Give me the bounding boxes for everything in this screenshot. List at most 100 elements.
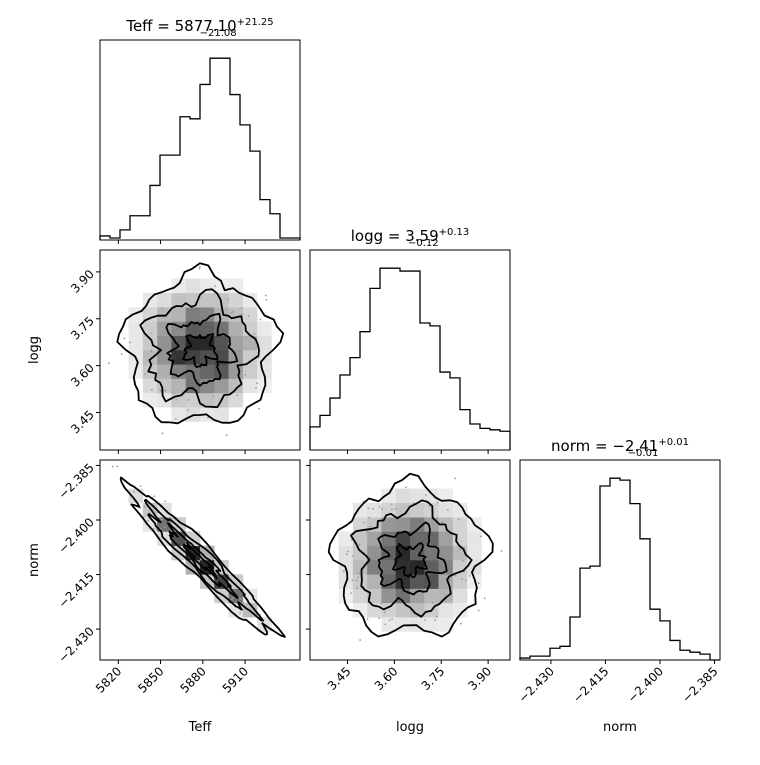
sample-point <box>120 353 123 355</box>
sample-point <box>477 582 480 585</box>
sample-point <box>412 502 415 505</box>
density-cell <box>185 392 201 408</box>
density-cell <box>452 517 468 532</box>
sample-point <box>372 508 374 510</box>
density-cell <box>142 307 158 322</box>
sample-point <box>391 508 394 511</box>
sample-point <box>164 500 167 503</box>
histogram-Teff <box>99 57 301 240</box>
density-cell <box>228 364 244 379</box>
y-axis-label: logg <box>27 336 42 364</box>
density-cell <box>214 407 229 422</box>
density-cell <box>257 335 272 351</box>
density-cell <box>424 517 439 532</box>
density-cell <box>452 574 468 589</box>
sample-point <box>153 495 156 498</box>
histogram-logg <box>309 267 511 450</box>
sample-point <box>480 535 482 538</box>
sample-point <box>232 311 234 313</box>
sample-point <box>150 389 153 391</box>
sample-point <box>123 337 126 340</box>
contour-level <box>350 499 473 618</box>
density-cell <box>438 588 454 604</box>
panel-title: logg = 3.59+0.13 −0.12 <box>351 227 470 249</box>
density-cell <box>200 364 215 379</box>
sample-point <box>369 525 371 528</box>
sample-point <box>405 486 408 489</box>
y-tick-label: 3.45 <box>68 408 97 437</box>
sample-point <box>380 602 383 605</box>
y-tick-label: −2.430 <box>56 624 97 665</box>
sample-point <box>366 618 369 620</box>
contour-layer <box>116 262 494 638</box>
sample-point <box>161 432 164 435</box>
sample-point <box>425 494 427 496</box>
density-cell <box>438 502 454 518</box>
density-cell <box>214 307 229 322</box>
y-tick-label: −2.400 <box>56 515 97 556</box>
density-cell <box>367 502 382 518</box>
density-cell <box>381 617 397 632</box>
x-tick-label: 5910 <box>220 664 251 695</box>
sample-point <box>111 465 114 468</box>
density-cell <box>185 560 201 575</box>
title-prefix: norm = −2.41 <box>551 437 658 455</box>
density-cell <box>157 307 172 322</box>
density-cell <box>367 560 382 575</box>
sample-point <box>457 518 460 521</box>
sample-point <box>175 399 178 401</box>
sample-point <box>362 521 365 524</box>
density-cell <box>367 545 382 561</box>
density-cell <box>424 531 439 547</box>
sample-point <box>431 601 434 604</box>
density-cell <box>200 321 215 337</box>
sample-point <box>227 298 230 301</box>
density-cell <box>257 321 272 337</box>
sample-point <box>441 521 444 524</box>
panel-frame <box>99 39 301 241</box>
density-cell <box>257 364 272 379</box>
sample-point <box>384 623 387 626</box>
sample-point <box>500 550 503 552</box>
sample-point <box>199 265 201 268</box>
contour-level <box>182 541 218 580</box>
density-cell <box>242 378 258 394</box>
sample-point <box>256 382 259 385</box>
density-cell <box>352 531 368 547</box>
title-minus: −21.08 <box>200 28 237 39</box>
density-cell <box>228 392 244 408</box>
sample-point <box>198 267 201 270</box>
density-cell <box>438 545 454 561</box>
sample-point <box>424 618 426 621</box>
sample-point <box>129 341 131 344</box>
density-cell <box>381 517 397 532</box>
density-cell <box>352 502 368 518</box>
density-cell <box>157 292 172 308</box>
sample-point <box>161 306 163 309</box>
density-cell <box>381 588 397 604</box>
density-cell <box>352 545 368 561</box>
density-cell <box>410 488 425 504</box>
density-cell <box>352 588 368 604</box>
sample-point <box>346 550 349 553</box>
density-cell <box>200 392 215 408</box>
y-tick-label: 3.75 <box>68 314 97 343</box>
sample-point <box>358 572 361 575</box>
sample-point <box>139 485 142 487</box>
sample-point <box>107 362 110 365</box>
sample-point <box>240 306 243 309</box>
density-cell <box>410 502 425 518</box>
density-cell <box>438 617 454 632</box>
density-cell <box>242 364 258 379</box>
panel-frame <box>309 249 511 451</box>
sample-point <box>187 398 190 401</box>
sample-point <box>383 611 386 613</box>
panel-frame <box>99 459 301 661</box>
density-cell <box>367 531 382 547</box>
density-cell <box>185 278 201 294</box>
sample-point <box>159 389 162 392</box>
sample-point <box>144 373 147 376</box>
density-cell <box>171 517 187 532</box>
sample-point <box>259 318 262 321</box>
sample-point <box>356 576 359 579</box>
